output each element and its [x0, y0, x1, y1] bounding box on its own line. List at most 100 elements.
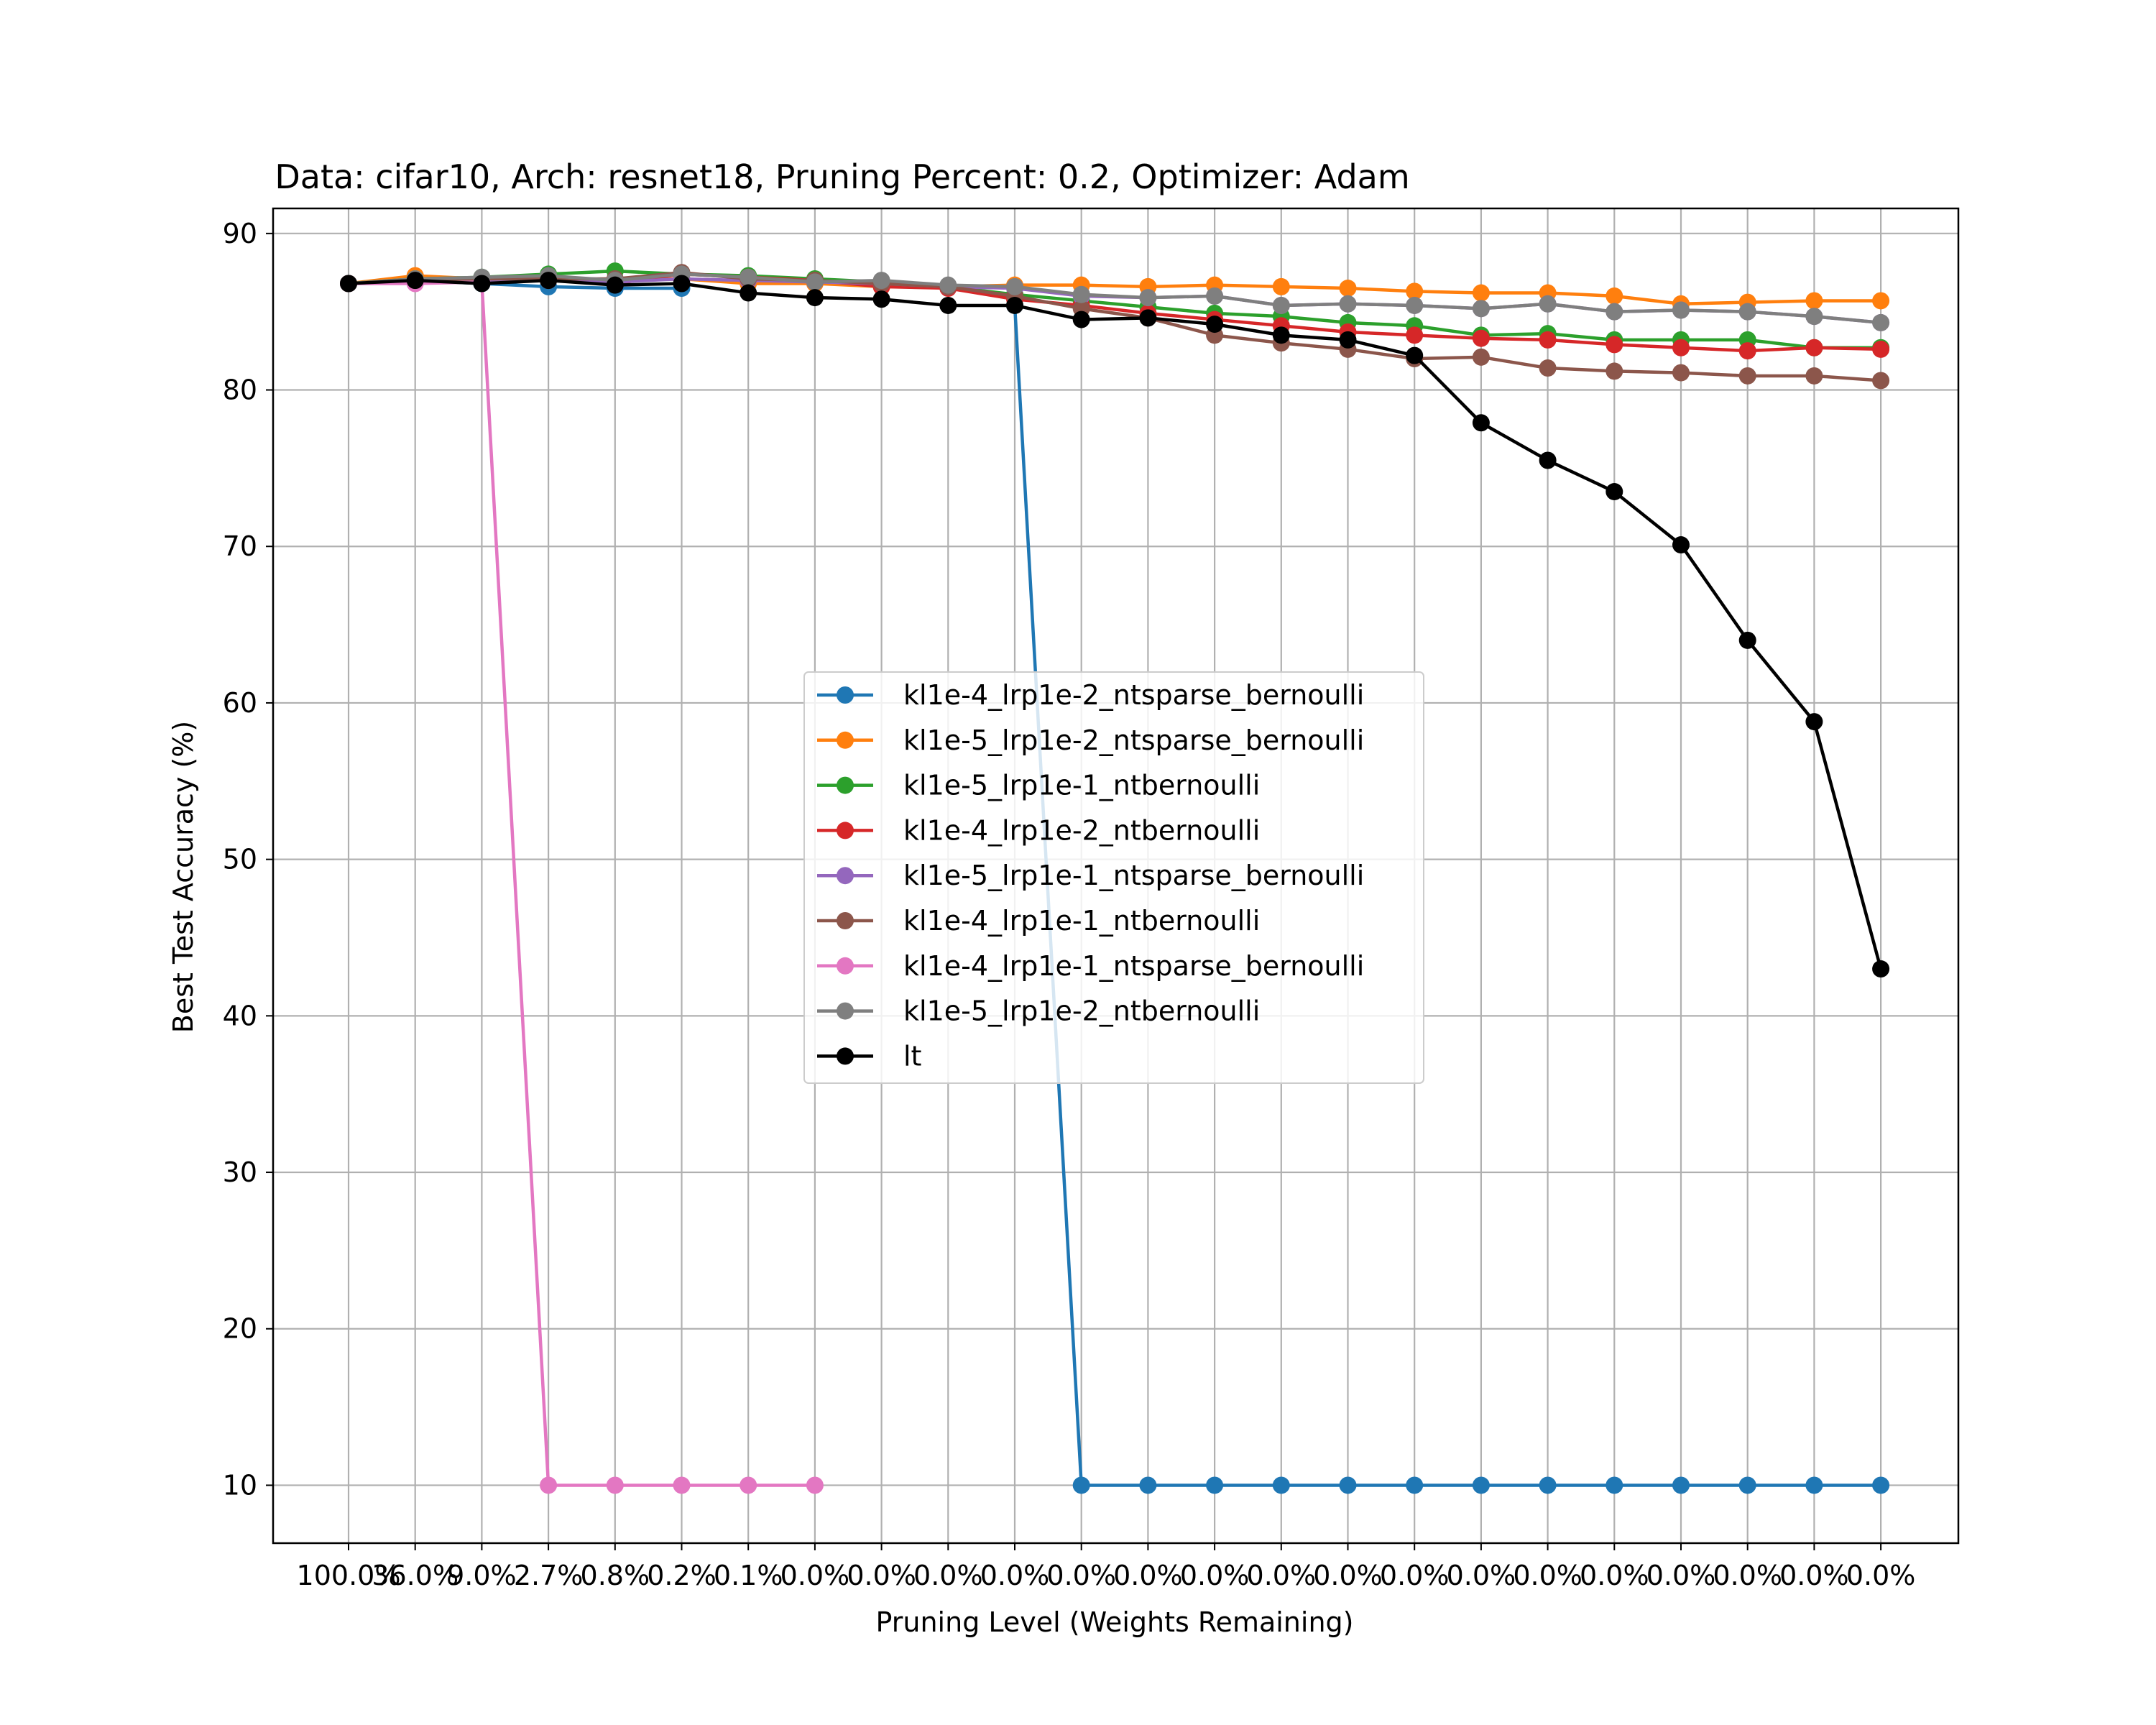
data-point	[1406, 296, 1424, 314]
data-point	[1672, 364, 1690, 382]
legend-label: kl1e-4_lrp1e-1_ntbernoulli	[903, 905, 1260, 937]
data-point	[1872, 292, 1890, 310]
data-point	[1805, 367, 1823, 385]
data-point	[1606, 303, 1623, 321]
x-tick-label: 0.0%	[1580, 1560, 1649, 1591]
data-point	[606, 1476, 624, 1494]
data-point	[1672, 339, 1690, 356]
data-point	[1472, 414, 1490, 432]
x-tick-label: 0.0%	[980, 1560, 1050, 1591]
data-point	[1872, 960, 1890, 978]
data-point	[806, 1476, 824, 1494]
data-point	[606, 276, 624, 294]
x-tick-label: 36.0%	[372, 1560, 459, 1591]
data-point	[1738, 1476, 1756, 1494]
x-tick-label: 2.7%	[514, 1560, 584, 1591]
data-point	[1606, 336, 1623, 354]
data-point	[1139, 309, 1157, 327]
y-axis-label: Best Test Accuracy (%)	[167, 721, 199, 1033]
x-tick-label: 0.0%	[1646, 1560, 1716, 1591]
legend: kl1e-4_lrp1e-2_ntsparse_bernoulli kl1e-5_…	[803, 671, 1424, 1084]
data-point	[1805, 1476, 1823, 1494]
x-tick-label: 0.0%	[1113, 1560, 1183, 1591]
x-tick-label: 0.0%	[1447, 1560, 1516, 1591]
legend-marker	[837, 1047, 854, 1065]
x-tick-label: 0.0%	[1313, 1560, 1383, 1591]
data-point	[872, 272, 890, 290]
series-line	[1013, 305, 1881, 1487]
data-point	[1272, 277, 1290, 295]
data-point	[1472, 329, 1490, 347]
data-point	[1872, 372, 1890, 390]
x-tick-label: 0.1%	[714, 1560, 783, 1591]
series-8	[340, 265, 1890, 331]
data-point	[1006, 277, 1023, 295]
x-tick-label: 0.0%	[1247, 1560, 1317, 1591]
x-tick-label: 0.0%	[1713, 1560, 1782, 1591]
data-point	[939, 296, 957, 314]
data-point	[1472, 348, 1490, 366]
data-point	[1539, 295, 1557, 313]
legend-item: kl1e-4_lrp1e-1_ntsparse_bernoulli	[817, 950, 1364, 982]
y-tick-label: 80	[223, 374, 257, 406]
legend-label: kl1e-5_lrp1e-2_ntbernoulli	[903, 995, 1260, 1027]
x-tick-label: 0.0%	[1180, 1560, 1250, 1591]
data-point	[1406, 346, 1424, 364]
legend-label: kl1e-4_lrp1e-2_ntbernoulli	[903, 814, 1260, 846]
x-tick-label: 0.0%	[1846, 1560, 1916, 1591]
data-point	[1406, 282, 1424, 300]
data-point	[1606, 483, 1623, 501]
legend-marker	[837, 957, 854, 975]
data-point	[1738, 367, 1756, 385]
legend-marker	[837, 867, 854, 885]
data-point	[1139, 1476, 1157, 1494]
data-point	[1672, 1476, 1690, 1494]
data-point	[1539, 451, 1557, 469]
data-point	[1872, 313, 1890, 331]
data-point	[1472, 300, 1490, 318]
x-tick-label: 0.0%	[780, 1560, 850, 1591]
legend-label: kl1e-5_lrp1e-2_ntsparse_bernoulli	[903, 724, 1364, 756]
data-point	[806, 289, 824, 307]
data-point	[1072, 285, 1090, 303]
legend-label: kl1e-4_lrp1e-2_ntsparse_bernoulli	[903, 679, 1364, 711]
data-point	[1072, 310, 1090, 328]
x-tick-label: 0.2%	[647, 1560, 717, 1591]
x-tick-label: 100.0%	[297, 1560, 401, 1591]
y-tick-label: 40	[223, 1000, 257, 1031]
data-point	[740, 284, 757, 302]
data-point	[1872, 1476, 1890, 1494]
data-point	[1805, 713, 1823, 731]
data-point	[1872, 340, 1890, 358]
data-point	[406, 272, 424, 290]
data-point	[1206, 1476, 1224, 1494]
plot-frame	[272, 207, 1960, 1545]
data-point	[1472, 1476, 1490, 1494]
x-axis-label: Pruning Level (Weights Remaining)	[876, 1606, 1354, 1638]
y-tick-label: 30	[223, 1156, 257, 1188]
data-point	[1339, 280, 1357, 298]
data-point	[1672, 536, 1690, 554]
data-point	[1672, 301, 1690, 319]
legend-label: lt	[903, 1040, 921, 1072]
x-tick-label: 0.8%	[581, 1560, 650, 1591]
x-tick-label: 9.0%	[447, 1560, 517, 1591]
data-point	[540, 272, 558, 290]
legend-label: kl1e-5_lrp1e-1_ntbernoulli	[903, 770, 1260, 801]
data-point	[1206, 287, 1224, 305]
series-line	[348, 269, 1881, 350]
legend-marker	[837, 776, 854, 794]
legend-item: kl1e-5_lrp1e-1_ntsparse_bernoulli	[817, 860, 1364, 891]
legend-item: kl1e-4_lrp1e-2_ntsparse_bernoulli	[817, 679, 1364, 711]
data-point	[939, 276, 957, 294]
legend-box	[803, 671, 1424, 1084]
y-tick-label: 70	[223, 530, 257, 562]
data-point	[473, 275, 491, 293]
data-point	[1539, 1476, 1557, 1494]
y-tick-label: 90	[223, 218, 257, 249]
data-point	[1539, 359, 1557, 377]
legend-marker	[837, 1002, 854, 1020]
series-layer	[340, 262, 1890, 1494]
x-tick-label: 0.0%	[847, 1560, 916, 1591]
series-9	[340, 272, 1890, 978]
